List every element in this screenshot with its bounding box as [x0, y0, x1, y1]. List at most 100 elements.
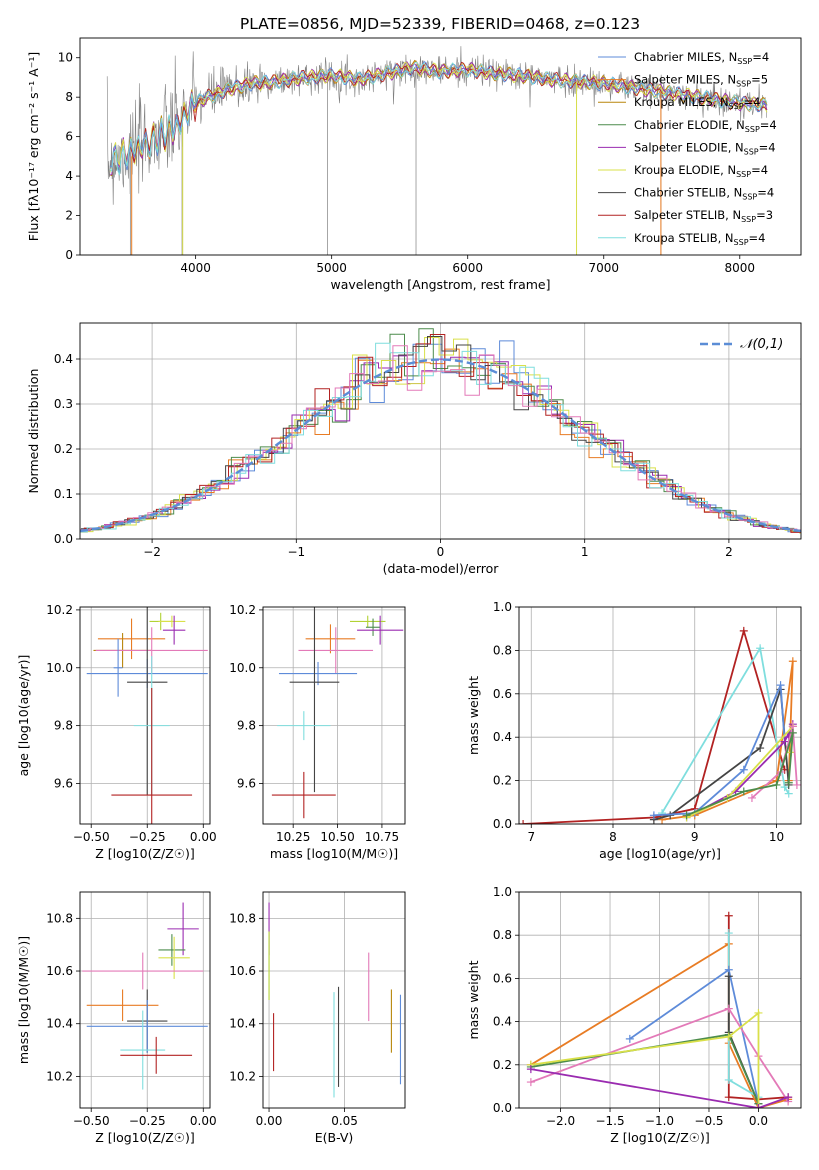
series-point [747, 793, 756, 802]
x-tick-label: 10.25 [276, 830, 310, 844]
series-line [661, 645, 790, 814]
y-tick-label: 0.6 [493, 971, 512, 985]
massweight-vs-age-panel: 7 8 9 10 0.0 0.2 0.4 0.6 0.8 1.0 age [log10(age/yr… [466, 600, 802, 861]
x-tick-label: 8 [609, 830, 617, 844]
legend-entry: Kroupa ELODIE, NSSP=4 [634, 163, 768, 179]
x-tick-label: 5000 [316, 261, 347, 275]
series-point [724, 1004, 733, 1013]
axes-frame [518, 606, 802, 825]
axes-frame [79, 891, 211, 1109]
x-tick-label: 10 [769, 830, 784, 844]
line-group [519, 626, 801, 824]
y-tick-label: 0.4 [493, 1015, 512, 1029]
legend-entry: Salpeter MILES, NSSP=5 [634, 73, 768, 89]
series-point [784, 778, 793, 787]
histogram-pink [80, 345, 801, 531]
y-tick-label: 0.0 [493, 1101, 512, 1115]
y-tick-label: 0.8 [493, 643, 512, 657]
line-group [526, 911, 793, 1108]
y-tick-label: 0.6 [493, 687, 512, 701]
y-tick-label: 10.8 [46, 911, 73, 925]
y-tick-label: 0.2 [493, 1058, 512, 1072]
x-tick-label: 0.0 [749, 1114, 768, 1128]
series-point [724, 929, 733, 938]
legend-entry: Chabrier STELIB, NSSP=4 [634, 186, 774, 202]
x-axis-label: wavelength [Angstrom, rest frame] [330, 277, 550, 292]
y-tick-label: 9.6 [237, 776, 256, 790]
x-tick-label: 0.00 [256, 1114, 283, 1128]
series-line [523, 627, 786, 824]
y-tick-label: 4 [65, 169, 73, 183]
y-axis-label: Normed distribution [26, 369, 41, 494]
series-point [739, 626, 748, 635]
observed-spectrum-group [106, 46, 768, 255]
y-axis-label: age [log10(age/yr)] [16, 655, 31, 777]
series-point [792, 780, 801, 789]
x-tick-label: −2.0 [546, 1114, 575, 1128]
series-line [751, 726, 798, 799]
x-tick-label: 1 [581, 545, 589, 559]
x-tick-label: −1 [287, 545, 305, 559]
series-point [724, 1093, 733, 1102]
x-tick-label: 10.75 [365, 830, 399, 844]
series-point [724, 1032, 733, 1041]
legend-entry: Salpeter STELIB, NSSP=3 [634, 208, 773, 224]
series-point [739, 765, 748, 774]
series-point [739, 787, 748, 796]
series-point [526, 1078, 535, 1087]
spectrum-legend: Chabrier MILES, NSSP=4 Salpeter MILES, NS… [598, 50, 777, 247]
legend-entry: Kroupa STELIB, NSSP=4 [634, 231, 765, 247]
y-tick-label: 0.4 [54, 352, 73, 366]
legend-entry: Chabrier MILES, NSSP=4 [634, 50, 769, 66]
series-point [682, 811, 691, 820]
x-tick-label: −1.5 [595, 1114, 624, 1128]
x-tick-label: −0.50 [73, 830, 110, 844]
histogram-salpeter_stelib [80, 334, 801, 533]
x-axis-label: age [log10(age/yr)] [599, 846, 721, 861]
y-tick-label: 1.0 [493, 885, 512, 899]
axes-frame [79, 322, 802, 540]
errorbar-group [268, 902, 402, 1098]
x-tick-label: 8000 [725, 261, 756, 275]
mass-vs-metallicity-panel: −0.50 −0.25 0.00 10.2 10.4 10.6 10.8 Z [log10(Z… [16, 891, 217, 1145]
x-axis-label: (data-model)/error [383, 561, 500, 576]
y-tick-label: 0.4 [493, 730, 512, 744]
x-tick-label: −0.25 [129, 1114, 166, 1128]
series-point [625, 1034, 634, 1043]
y-tick-label: 10.6 [46, 964, 73, 978]
errorbar-group [271, 607, 404, 819]
y-tick-label: 10 [58, 51, 73, 65]
x-tick-label: −0.25 [129, 830, 166, 844]
x-tick-label: 0.00 [190, 1114, 217, 1128]
series-point [788, 728, 797, 737]
x-axis-label: Z [log10(Z/Z☉)] [95, 846, 195, 861]
x-tick-label: 0.05 [331, 1114, 358, 1128]
series-line [530, 1068, 789, 1108]
y-tick-label: 10.4 [229, 1017, 256, 1031]
y-tick-label: 0.2 [54, 442, 73, 456]
x-tick-label: 9 [691, 830, 699, 844]
model-spectrum-salpeter_stelib [129, 61, 767, 163]
age-vs-mass-panel: 10.25 10.50 10.75 9.6 9.8 10.0 10.2 mass [log10… [229, 603, 406, 861]
series-point [519, 820, 528, 824]
residuals-panel: −2 −1 0 1 2 0.0 0.1 0.2 0.3 0.4 (data-model)/error… [26, 322, 802, 576]
series-point [724, 972, 733, 981]
x-tick-label: −1.0 [645, 1114, 674, 1128]
x-tick-label: 0.00 [190, 830, 217, 844]
series-point [780, 783, 789, 792]
x-tick-label: 6000 [452, 261, 483, 275]
x-tick-label: 7 [527, 830, 535, 844]
series-point [724, 911, 733, 920]
spectrum-panel: 4000 5000 6000 7000 8000 0 2 4 6 8 10 wavelength [A… [26, 37, 802, 292]
normal-curve [80, 358, 801, 533]
y-tick-label: 10.0 [229, 661, 256, 675]
legend-entry: 𝒩(0,1) [740, 337, 783, 352]
series-point [784, 1093, 793, 1102]
y-tick-label: 6 [65, 130, 73, 144]
axes-frame [518, 891, 802, 1109]
legend-entry: Salpeter ELODIE, NSSP=4 [634, 140, 776, 156]
series-point [526, 1065, 535, 1074]
y-axis-label: mass weight [466, 960, 481, 1039]
x-axis-label: Z [log10(Z/Z☉)] [95, 1130, 195, 1145]
age-vs-metallicity-panel: −0.50 −0.25 0.00 9.6 9.8 10.0 10.2 Z [log10(Z/Z… [16, 603, 217, 861]
